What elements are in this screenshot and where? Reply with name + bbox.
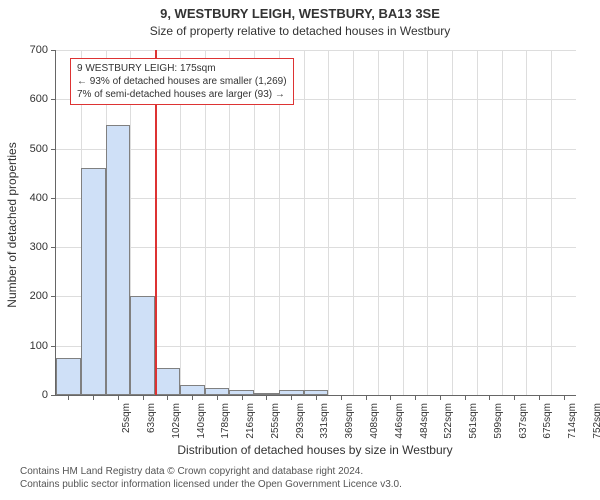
x-tick-label: 675sqm bbox=[542, 403, 553, 453]
footer-text: Contains HM Land Registry data © Crown c… bbox=[20, 465, 402, 491]
x-tick bbox=[564, 395, 565, 400]
gridline-v bbox=[328, 50, 329, 395]
x-tick-label: 369sqm bbox=[344, 403, 355, 453]
x-tick-label: 255sqm bbox=[270, 403, 281, 453]
x-tick bbox=[217, 395, 218, 400]
footer-line: Contains public sector information licen… bbox=[20, 478, 402, 491]
annotation-line: 9 WESTBURY LEIGH: 175sqm bbox=[77, 62, 287, 75]
x-tick-label: 408sqm bbox=[369, 403, 380, 453]
x-tick bbox=[489, 395, 490, 400]
gridline-v bbox=[526, 50, 527, 395]
y-tick bbox=[51, 149, 56, 150]
histogram-bar bbox=[155, 368, 180, 395]
page-title: 9, WESTBURY LEIGH, WESTBURY, BA13 3SE bbox=[0, 6, 600, 21]
x-tick bbox=[167, 395, 168, 400]
gridline bbox=[56, 149, 576, 150]
x-tick-label: 331sqm bbox=[319, 403, 330, 453]
gridline-v bbox=[477, 50, 478, 395]
gridline bbox=[56, 247, 576, 248]
gridline-v bbox=[353, 50, 354, 395]
x-tick-label: 102sqm bbox=[171, 403, 182, 453]
y-tick-label: 100 bbox=[20, 340, 48, 352]
x-tick-label: 140sqm bbox=[196, 403, 207, 453]
gridline-v bbox=[502, 50, 503, 395]
y-tick-label: 300 bbox=[20, 241, 48, 253]
x-tick bbox=[118, 395, 119, 400]
y-tick bbox=[51, 395, 56, 396]
x-tick-label: 637sqm bbox=[518, 403, 529, 453]
x-tick bbox=[291, 395, 292, 400]
y-tick-label: 200 bbox=[20, 290, 48, 302]
x-tick-label: 752sqm bbox=[592, 403, 600, 453]
x-tick-label: 484sqm bbox=[419, 403, 430, 453]
gridline bbox=[56, 50, 576, 51]
y-tick-label: 400 bbox=[20, 192, 48, 204]
histogram-bar bbox=[56, 358, 81, 395]
x-tick bbox=[242, 395, 243, 400]
gridline-v bbox=[551, 50, 552, 395]
x-tick bbox=[68, 395, 69, 400]
y-tick-label: 0 bbox=[20, 389, 48, 401]
x-tick bbox=[514, 395, 515, 400]
x-tick-label: 25sqm bbox=[121, 403, 132, 453]
y-tick-label: 600 bbox=[20, 93, 48, 105]
gridline-v bbox=[378, 50, 379, 395]
annotation-box: 9 WESTBURY LEIGH: 175sqm ← 93% of detach… bbox=[70, 58, 294, 105]
x-tick bbox=[440, 395, 441, 400]
x-tick bbox=[266, 395, 267, 400]
x-tick bbox=[390, 395, 391, 400]
y-tick bbox=[51, 198, 56, 199]
x-tick bbox=[539, 395, 540, 400]
x-tick bbox=[93, 395, 94, 400]
chart-subtitle: Size of property relative to detached ho… bbox=[0, 24, 600, 38]
histogram-bar bbox=[106, 125, 131, 395]
x-tick bbox=[143, 395, 144, 400]
y-tick-label: 500 bbox=[20, 143, 48, 155]
annotation-line: 7% of semi-detached houses are larger (9… bbox=[77, 88, 287, 101]
x-tick bbox=[316, 395, 317, 400]
y-tick bbox=[51, 346, 56, 347]
x-tick-label: 293sqm bbox=[295, 403, 306, 453]
x-tick-label: 714sqm bbox=[567, 403, 578, 453]
x-tick bbox=[465, 395, 466, 400]
y-tick bbox=[51, 247, 56, 248]
y-tick-label: 700 bbox=[20, 44, 48, 56]
gridline bbox=[56, 198, 576, 199]
annotation-line: ← 93% of detached houses are smaller (1,… bbox=[77, 75, 287, 88]
gridline-v bbox=[304, 50, 305, 395]
y-tick bbox=[51, 296, 56, 297]
x-tick-label: 216sqm bbox=[245, 403, 256, 453]
histogram-bar bbox=[81, 168, 106, 395]
x-tick-label: 522sqm bbox=[443, 403, 454, 453]
x-tick-label: 561sqm bbox=[468, 403, 479, 453]
y-tick bbox=[51, 99, 56, 100]
gridline-v bbox=[427, 50, 428, 395]
histogram-bar bbox=[180, 385, 205, 395]
x-tick-label: 178sqm bbox=[220, 403, 231, 453]
y-axis-label: Number of detached properties bbox=[5, 125, 19, 325]
gridline-v bbox=[403, 50, 404, 395]
x-tick-label: 63sqm bbox=[146, 403, 157, 453]
gridline-v bbox=[452, 50, 453, 395]
x-tick-label: 446sqm bbox=[394, 403, 405, 453]
histogram-bar bbox=[205, 388, 230, 395]
x-tick bbox=[366, 395, 367, 400]
x-tick bbox=[415, 395, 416, 400]
histogram-bar bbox=[130, 296, 155, 395]
x-tick bbox=[341, 395, 342, 400]
x-tick-label: 599sqm bbox=[493, 403, 504, 453]
x-tick bbox=[192, 395, 193, 400]
footer-line: Contains HM Land Registry data © Crown c… bbox=[20, 465, 402, 478]
y-tick bbox=[51, 50, 56, 51]
